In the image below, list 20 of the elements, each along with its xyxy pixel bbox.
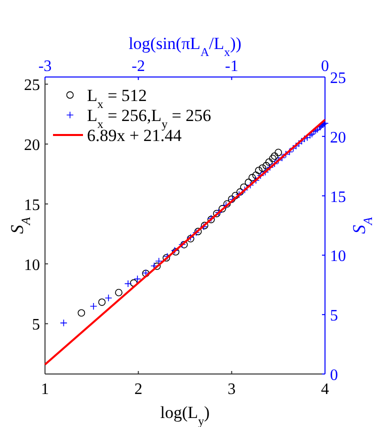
y-tick-label: 20 — [24, 137, 40, 154]
y-tick-label: 0 — [330, 367, 338, 384]
y-tick-label: 25 — [330, 70, 346, 87]
y-tick-label: 25 — [24, 77, 40, 94]
y-tick-label: 5 — [32, 316, 40, 334]
x-axis-title: log(sin(πL$_{A}$/L$_{x}$)) — [128, 34, 242, 59]
x-tick-label: 2 — [134, 381, 142, 398]
x-tick-label: 4 — [321, 381, 329, 398]
y-tick-label: 10 — [330, 248, 346, 266]
x-tick-label: -2 — [132, 58, 145, 75]
x-tick-label: -1 — [225, 58, 238, 75]
y-tick-label: 15 — [330, 188, 346, 206]
x-tick-label: 3 — [228, 381, 236, 398]
legend-label: L$_{x}$ = 512 — [87, 86, 147, 111]
x-tick-label: -3 — [38, 58, 52, 75]
x-tick-label: 1 — [41, 381, 49, 398]
y-tick-label: 15 — [24, 196, 40, 214]
y-tick-label: 10 — [24, 256, 40, 274]
y-tick-label: 5 — [330, 308, 338, 325]
y-tick-label: 20 — [330, 129, 346, 146]
